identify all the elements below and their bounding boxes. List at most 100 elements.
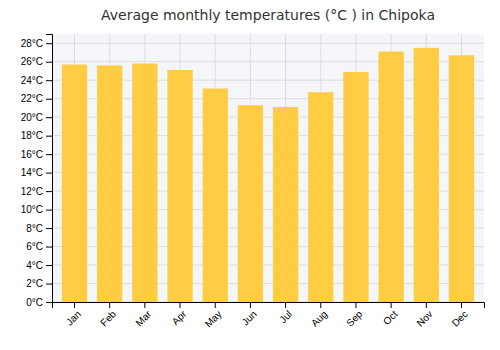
y-tick-mark <box>46 173 52 174</box>
x-tick: Aug <box>309 302 329 329</box>
y-tick: 28°C <box>21 38 52 49</box>
y-tick: 20°C <box>21 112 52 123</box>
x-tick-mark <box>355 302 356 308</box>
y-tick: 22°C <box>21 93 52 104</box>
x-tick-mark <box>320 302 321 308</box>
bar <box>167 70 192 302</box>
grid-line-y <box>52 43 484 44</box>
y-tick-label: 20°C <box>21 112 43 123</box>
x-axis: Jan Feb Mar Apr May Jun Jul Aug Sep Oct Nov Dec <box>53 302 485 330</box>
y-tick: 12°C <box>21 186 52 197</box>
y-tick-label: 10°C <box>21 204 43 215</box>
x-tick: Apr <box>170 302 189 327</box>
y-tick-mark <box>46 62 52 63</box>
y-tick-label: 0°C <box>26 297 43 308</box>
bar <box>343 72 368 302</box>
x-tick-label: Nov <box>414 308 434 328</box>
y-tick: 16°C <box>21 149 52 160</box>
y-tick-mark <box>46 117 52 118</box>
y-tick-mark <box>46 265 52 266</box>
x-tick: Jun <box>240 302 259 328</box>
x-tick-label: Aug <box>309 308 329 328</box>
y-tick: 26°C <box>21 56 52 67</box>
y-tick-label: 8°C <box>26 223 43 234</box>
y-axis-line <box>46 35 53 303</box>
y-tick: 24°C <box>21 75 52 86</box>
chart-title: Average monthly temperatures (°C ) in Ch… <box>101 7 435 23</box>
bars <box>62 48 474 302</box>
y-tick: 18°C <box>21 130 52 141</box>
y-tick-mark <box>46 302 52 303</box>
x-tick-label: Mar <box>133 308 153 328</box>
y-tick: 4°C <box>26 260 52 271</box>
x-tick-label: Jan <box>64 308 83 327</box>
y-tick-label: 4°C <box>26 260 43 271</box>
y-tick-label: 16°C <box>21 149 43 160</box>
x-tick-label: Oct <box>381 308 400 327</box>
x-tick: Mar <box>133 302 153 328</box>
y-tick-label: 12°C <box>21 186 43 197</box>
y-tick-label: 24°C <box>21 75 43 86</box>
y-tick-mark <box>46 210 52 211</box>
y-tick-label: 26°C <box>21 56 43 67</box>
x-tick-label: Jun <box>240 308 259 327</box>
x-tick: Feb <box>98 302 118 328</box>
x-tick: Sep <box>344 302 365 329</box>
bar <box>203 89 228 302</box>
x-tick-label: Sep <box>344 308 365 329</box>
y-tick: 2°C <box>26 278 52 289</box>
y-tick-label: 14°C <box>21 167 43 178</box>
bar <box>132 64 157 302</box>
x-tick-mark <box>74 302 75 308</box>
y-tick-mark <box>46 191 52 192</box>
x-tick-label: Apr <box>170 308 189 327</box>
y-tick-label: 22°C <box>21 93 43 104</box>
x-tick: Nov <box>414 302 434 329</box>
x-tick-mark <box>250 302 251 308</box>
chart-svg: 0°C 2°C 4°C 6°C 8°C 10°C 12°C 14°C 16°C 18°C 20°C 2… <box>0 0 500 350</box>
y-tick: 14°C <box>21 167 52 178</box>
y-axis: 0°C 2°C 4°C 6°C 8°C 10°C 12°C 14°C 16°C 18°C 20°C 2… <box>21 35 53 308</box>
x-tick: May <box>203 302 224 330</box>
x-tick: Jul <box>277 302 294 325</box>
x-tick-mark <box>461 302 462 308</box>
bar <box>273 107 298 302</box>
y-tick: 8°C <box>26 223 52 234</box>
chart-container: 0°C 2°C 4°C 6°C 8°C 10°C 12°C 14°C 16°C 18°C 20°C 2… <box>0 0 500 350</box>
y-tick-label: 18°C <box>21 130 43 141</box>
y-tick-mark <box>46 154 52 155</box>
y-tick-label: 28°C <box>21 38 43 49</box>
y-tick: 0°C <box>26 297 52 308</box>
y-tick-mark <box>46 136 52 137</box>
grid <box>52 34 484 302</box>
bar <box>414 48 439 302</box>
x-tick-label: May <box>203 308 224 329</box>
x-tick-label: Feb <box>98 308 118 328</box>
y-tick-mark <box>46 99 52 100</box>
x-tick-mark <box>180 302 181 308</box>
x-tick: Oct <box>381 302 400 327</box>
x-tick-mark <box>391 302 392 308</box>
bar <box>62 64 87 302</box>
bar <box>308 92 333 302</box>
bar <box>449 55 474 302</box>
y-tick-mark <box>46 247 52 248</box>
y-tick-label: 6°C <box>26 241 43 252</box>
y-tick-mark <box>46 43 52 44</box>
y-tick-label: 2°C <box>26 278 43 289</box>
bar <box>238 105 263 302</box>
x-tick: Jan <box>64 302 83 328</box>
x-tick-mark <box>109 302 110 308</box>
y-tick: 10°C <box>21 204 52 215</box>
x-tick: Dec <box>450 302 470 329</box>
x-tick-label: Dec <box>450 308 470 328</box>
y-tick-mark <box>46 284 52 285</box>
x-tick-mark <box>426 302 427 308</box>
y-tick-mark <box>46 80 52 81</box>
bar <box>97 65 122 302</box>
y-tick-mark <box>46 228 52 229</box>
x-tick-mark <box>215 302 216 308</box>
x-tick-mark <box>285 302 286 308</box>
bar <box>378 52 403 302</box>
x-tick-label: Jul <box>277 308 294 325</box>
